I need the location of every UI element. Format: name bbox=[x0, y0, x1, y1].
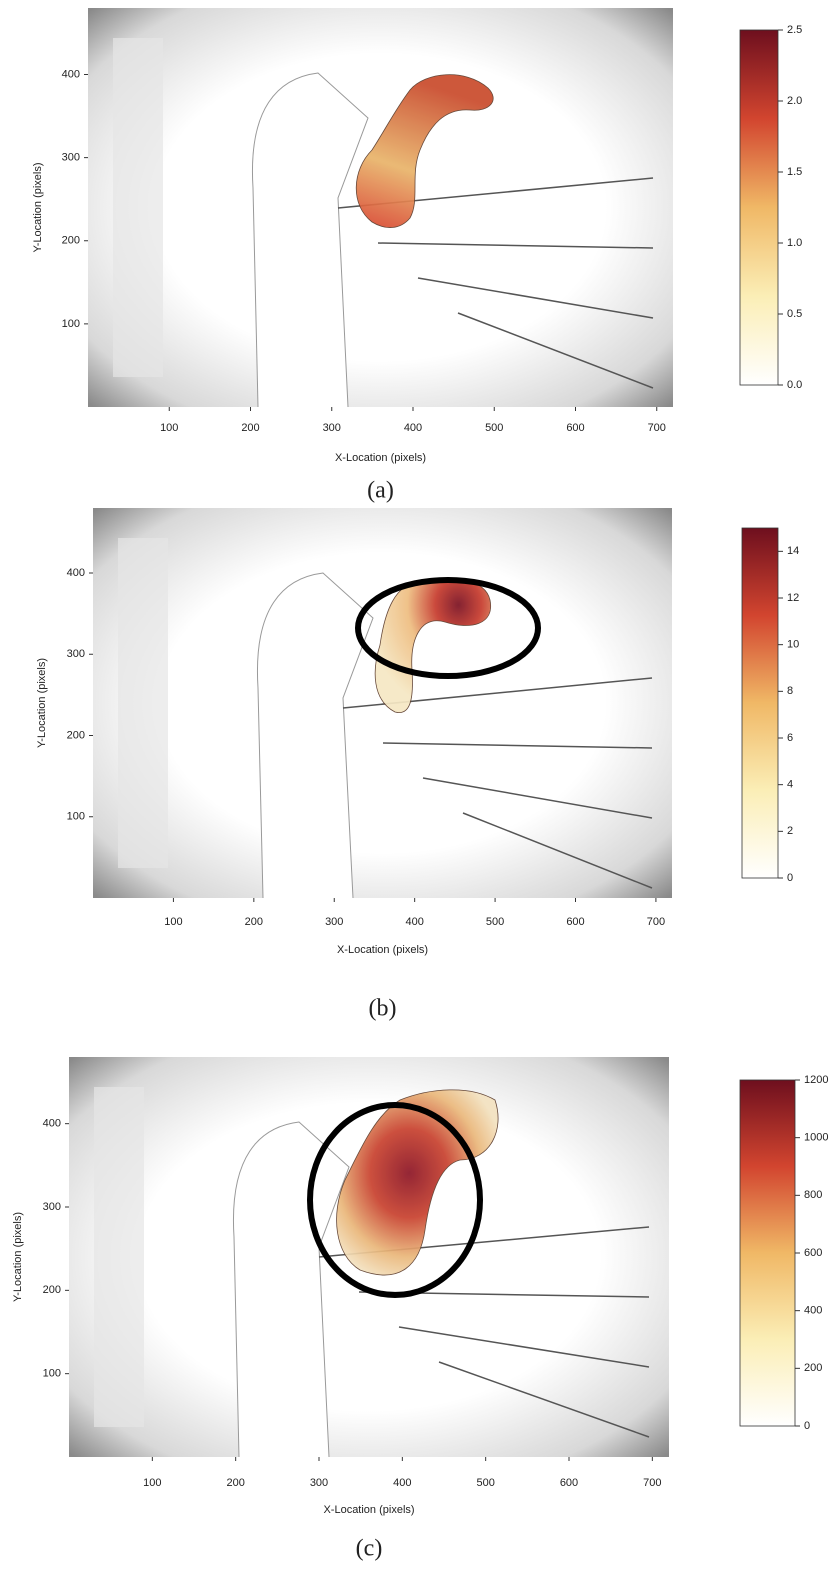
x-tick-label: 700 bbox=[643, 1477, 661, 1489]
x-tick-label: 600 bbox=[566, 916, 584, 928]
x-tick-label: 100 bbox=[164, 916, 182, 928]
y-tick-label: 100 bbox=[62, 318, 80, 330]
colorbar-tick-label: 10 bbox=[787, 639, 799, 651]
x-tick-label: 400 bbox=[393, 1477, 411, 1489]
x-tick-label: 300 bbox=[310, 1477, 328, 1489]
colorbar-tick-label: 0 bbox=[787, 872, 793, 884]
left-shadow bbox=[113, 38, 163, 377]
x-axis-label: X-Location (pixels) bbox=[335, 452, 426, 464]
x-tick-label: 300 bbox=[325, 916, 343, 928]
y-tick-label: 200 bbox=[43, 1284, 61, 1296]
colorbar-tick-label: 0 bbox=[804, 1420, 810, 1432]
x-tick-label: 700 bbox=[647, 916, 665, 928]
colorbar-tick-label: 0.0 bbox=[787, 379, 802, 391]
colorbar-tick-label: 600 bbox=[804, 1247, 822, 1259]
panel: 100 200 300 400 500 600 700 100 200 300 400 X-Locat… bbox=[32, 8, 802, 504]
colorbar-tick-label: 800 bbox=[804, 1189, 822, 1201]
colorbar bbox=[742, 528, 778, 878]
colorbar-tick-label: 1000 bbox=[804, 1132, 828, 1144]
colorbar-tick-label: 2.0 bbox=[787, 95, 802, 107]
colorbar-tick-label: 2.5 bbox=[787, 24, 802, 36]
colorbar-tick-label: 1200 bbox=[804, 1074, 828, 1086]
left-shadow bbox=[94, 1087, 144, 1427]
colorbar-tick-label: 8 bbox=[787, 685, 793, 697]
caption: (b) bbox=[369, 996, 397, 1022]
x-tick-label: 500 bbox=[486, 916, 504, 928]
y-tick-label: 300 bbox=[62, 152, 80, 164]
y-tick-label: 100 bbox=[43, 1368, 61, 1380]
x-axis-label: X-Location (pixels) bbox=[337, 944, 428, 956]
colorbar-tick-label: 1.0 bbox=[787, 237, 802, 249]
x-tick-label: 600 bbox=[560, 1477, 578, 1489]
colorbar-tick-label: 200 bbox=[804, 1362, 822, 1374]
x-tick-label: 500 bbox=[485, 422, 503, 434]
y-tick-label: 400 bbox=[43, 1118, 61, 1130]
colorbar-tick-label: 2 bbox=[787, 825, 793, 837]
y-tick-label: 300 bbox=[43, 1201, 61, 1213]
x-tick-label: 700 bbox=[648, 422, 666, 434]
colorbar bbox=[740, 1080, 795, 1426]
colorbar-tick-label: 6 bbox=[787, 732, 793, 744]
y-tick-label: 400 bbox=[67, 567, 85, 579]
background-image bbox=[93, 508, 672, 898]
x-tick-label: 600 bbox=[566, 422, 584, 434]
figure: 100200300400500600700100200300400X-Locat… bbox=[0, 0, 840, 1569]
caption: (c) bbox=[356, 1536, 383, 1562]
y-axis-label: Y-Location (pixels) bbox=[12, 1212, 24, 1302]
y-tick-label: 200 bbox=[67, 729, 85, 741]
x-tick-label: 100 bbox=[160, 422, 178, 434]
x-axis-label: X-Location (pixels) bbox=[323, 1504, 414, 1516]
x-tick-label: 500 bbox=[476, 1477, 494, 1489]
y-axis-label: Y-Location (pixels) bbox=[32, 162, 44, 252]
x-tick-label: 200 bbox=[226, 1477, 244, 1489]
y-tick-label: 400 bbox=[62, 68, 80, 80]
x-tick-label: 100 bbox=[143, 1477, 161, 1489]
colorbar bbox=[740, 30, 778, 385]
y-axis-label: Y-Location (pixels) bbox=[36, 658, 48, 748]
x-tick-label: 300 bbox=[323, 422, 341, 434]
y-tick-label: 300 bbox=[67, 648, 85, 660]
colorbar-tick-label: 4 bbox=[787, 779, 793, 791]
colorbar-tick-label: 0.5 bbox=[787, 308, 802, 320]
colorbar-tick-label: 400 bbox=[804, 1305, 822, 1317]
colorbar-tick-label: 14 bbox=[787, 545, 799, 557]
x-tick-label: 200 bbox=[245, 916, 263, 928]
x-tick-label: 200 bbox=[241, 422, 259, 434]
colorbar-tick-label: 12 bbox=[787, 592, 799, 604]
caption: (a) bbox=[367, 478, 394, 504]
x-tick-label: 400 bbox=[404, 422, 422, 434]
left-shadow bbox=[118, 538, 168, 868]
colorbar-tick-label: 1.5 bbox=[787, 166, 802, 178]
y-tick-label: 100 bbox=[67, 811, 85, 823]
y-tick-label: 200 bbox=[62, 235, 80, 247]
x-tick-label: 400 bbox=[405, 916, 423, 928]
panel: 100 200 300 400 500 600 700 100 200 300 400 X-Locat… bbox=[12, 1057, 829, 1562]
